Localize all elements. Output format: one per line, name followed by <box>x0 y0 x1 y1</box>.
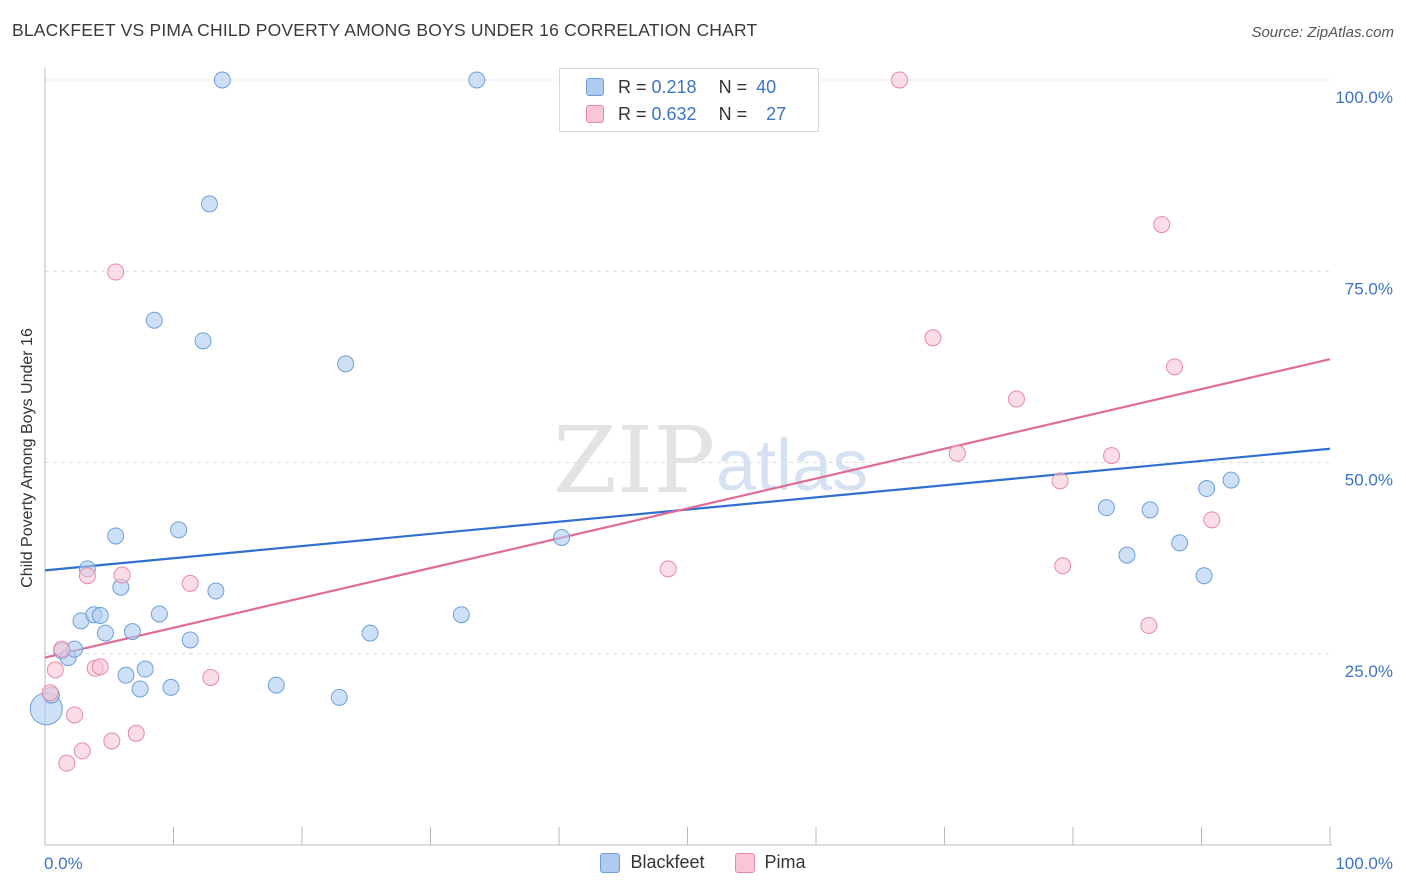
data-point-pima <box>73 742 91 760</box>
data-point-blackfeet <box>1097 499 1115 517</box>
data-point-pima <box>1153 216 1171 234</box>
data-point-pima <box>46 661 64 679</box>
data-point-blackfeet <box>213 71 231 89</box>
data-point-pima <box>91 658 109 676</box>
data-point-blackfeet <box>181 631 199 649</box>
data-point-blackfeet <box>452 606 470 624</box>
legend-r-label: R = <box>618 103 652 124</box>
data-point-pima <box>113 566 131 584</box>
chart-title: BLACKFEET VS PIMA CHILD POVERTY AMONG BO… <box>12 20 758 40</box>
data-point-pima <box>41 684 59 702</box>
legend-swatch-blackfeet <box>586 78 604 96</box>
legend-n-label: N = <box>718 76 753 97</box>
data-point-pima <box>66 706 84 724</box>
data-point-blackfeet <box>1195 567 1213 585</box>
y-tick-label: 25.0% <box>1345 662 1393 681</box>
data-point-blackfeet <box>1118 546 1136 564</box>
data-point-pima <box>1166 358 1184 376</box>
data-point-pima <box>58 754 76 772</box>
data-point-pima <box>1051 472 1069 490</box>
y-tick-label: 75.0% <box>1345 279 1393 298</box>
data-point-pima <box>202 668 220 686</box>
data-point-pima <box>1103 447 1121 465</box>
correlation-legend: R = 0.218 N = 40 R = 0.632 N = 27 <box>559 68 819 132</box>
series-label-blackfeet: Blackfeet <box>630 852 705 872</box>
data-point-blackfeet <box>267 676 285 694</box>
data-point-blackfeet <box>136 660 154 678</box>
data-point-blackfeet <box>553 528 571 546</box>
data-point-blackfeet <box>337 355 355 373</box>
data-point-blackfeet <box>468 71 486 89</box>
data-point-blackfeet <box>1222 471 1240 489</box>
legend-r-value: 0.218 <box>651 76 697 97</box>
data-point-pima <box>78 567 96 585</box>
data-point-pima <box>53 640 71 658</box>
data-point-blackfeet <box>361 624 379 642</box>
data-point-pima <box>103 732 121 750</box>
data-point-blackfeet <box>96 624 114 642</box>
data-point-blackfeet <box>150 605 168 623</box>
data-point-blackfeet <box>170 521 188 539</box>
data-point-blackfeet <box>207 582 225 600</box>
legend-swatch-pima <box>586 105 604 123</box>
data-point-pima <box>924 329 942 347</box>
data-point-blackfeet <box>117 666 135 684</box>
legend-row-pima: R = 0.632 N = 27 <box>586 102 786 126</box>
data-point-pima <box>891 71 909 89</box>
series-legend: Blackfeet Pima <box>0 852 1406 873</box>
data-point-pima <box>127 724 145 742</box>
data-point-pima <box>1140 616 1158 634</box>
data-point-pima <box>1203 511 1221 529</box>
trend-line-blackfeet <box>44 447 1331 572</box>
x-tick-label: 0.0% <box>44 854 83 873</box>
data-point-pima <box>948 444 966 462</box>
data-point-blackfeet <box>200 195 218 213</box>
data-point-pima <box>107 263 125 281</box>
legend-r-value: 0.632 <box>651 103 697 124</box>
data-point-blackfeet <box>145 311 163 329</box>
series-label-pima: Pima <box>764 852 806 872</box>
data-point-blackfeet <box>1198 480 1216 498</box>
data-point-pima <box>1007 390 1025 408</box>
legend-n-label: N = <box>718 103 753 124</box>
series-swatch-pima <box>734 852 755 873</box>
legend-n-value: 27 <box>766 103 787 124</box>
series-legend-pima: Pima <box>734 852 806 873</box>
data-point-pima <box>659 560 677 578</box>
trend-line-pima <box>44 358 1331 659</box>
data-point-blackfeet <box>107 527 125 545</box>
watermark-zip: ZIP <box>553 407 715 514</box>
legend-row-blackfeet: R = 0.218 N = 40 <box>586 75 776 99</box>
data-point-blackfeet <box>131 680 149 698</box>
legend-r-label: R = <box>618 76 652 97</box>
data-point-blackfeet <box>1141 501 1159 519</box>
data-point-blackfeet <box>162 678 180 696</box>
data-point-pima <box>1054 557 1072 575</box>
source-credit: Source: ZipAtlas.com <box>1251 24 1394 41</box>
series-legend-blackfeet: Blackfeet <box>600 852 705 873</box>
data-point-blackfeet <box>91 607 109 624</box>
data-point-blackfeet <box>194 332 212 350</box>
y-tick-label: 100.0% <box>1335 88 1393 107</box>
series-swatch-blackfeet <box>600 852 621 873</box>
legend-n-value: 40 <box>756 76 777 97</box>
data-point-pima <box>181 574 199 592</box>
data-point-blackfeet <box>330 688 348 706</box>
watermark-atlas: atlas <box>716 426 868 506</box>
x-tick-label: 100.0% <box>1335 854 1393 873</box>
data-point-blackfeet <box>123 623 141 641</box>
y-tick-label: 50.0% <box>1345 471 1393 490</box>
data-point-blackfeet <box>1171 534 1189 552</box>
